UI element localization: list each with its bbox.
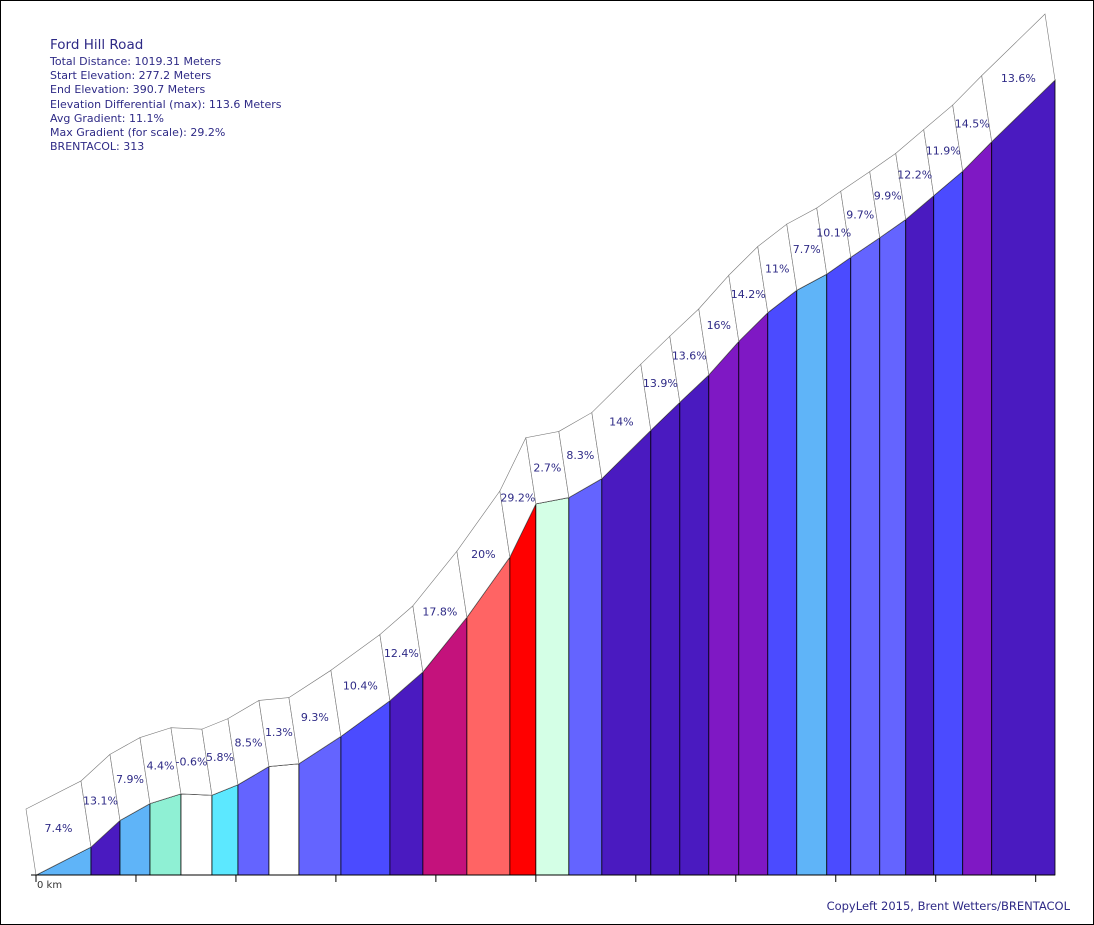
gradient-label: 14.2% [731,288,766,301]
gradient-label: 14.5% [955,117,990,130]
segment-bar [149,793,182,876]
segment-bar [679,373,710,876]
gradient-label: 13.9% [643,377,678,390]
gradient-label: 2.7% [533,462,561,475]
segment-bar [237,765,270,876]
gradient-label: 10.1% [816,227,851,240]
segment-bar [991,79,1056,876]
gradient-label: 20% [471,548,495,561]
segment-top-surface [981,13,1056,143]
total-distance: Total Distance: 1019.31 Meters [50,55,222,68]
gradient-label: 16% [707,319,731,332]
segment-bar [850,236,881,876]
gradient-label: 11% [765,262,789,275]
segment-bar [535,496,570,876]
segment-bar [767,289,798,876]
gradient-label: 13.6% [672,350,707,363]
segment-bar [650,401,681,876]
gradient-label: 9.7% [846,208,874,221]
brentacol-score: BRENTACOL: 313 [50,140,145,154]
gradient-label: 8.5% [234,737,262,750]
gradient-label: 4.4% [146,760,174,773]
segment-bar [180,793,213,876]
segment-bar [796,273,828,876]
gradient-label: 11.9% [926,144,961,157]
gradient-label: 7.7% [793,243,821,256]
segment-bar [601,429,652,876]
gradient-label: 5.8% [206,751,234,764]
segment-bar [962,140,993,876]
gradient-label: 9.9% [874,189,902,202]
info-panel: Ford Hill Road Total Distance: 1019.31 M… [50,37,281,154]
gradient-label: 8.3% [566,449,594,462]
x-axis-origin-label: 0 km [37,880,62,891]
gradient-label: 14% [609,415,633,428]
segment-bar [268,763,300,876]
copyright-credit: CopyLeft 2015, Brent Wetters/BRENTACOL [826,899,1070,913]
segment-bar [708,340,740,876]
gradient-label: 10.4% [343,679,378,692]
chart-title: Ford Hill Road [50,37,144,53]
gradient-label: 1.3% [265,726,293,739]
gradient-label: 7.4% [45,822,73,835]
avg-gradient: Avg Gradient: 11.1% [50,111,164,125]
gradient-label: 12.4% [384,647,419,660]
start-elevation: Start Elevation: 277.2 Meters [50,69,212,83]
gradient-label: 9.3% [301,711,329,724]
segment-bar [568,477,603,876]
gradient-label: 29.2% [500,491,535,504]
end-elevation: End Elevation: 390.7 Meters [50,83,206,97]
segment-bar [933,170,964,876]
elevation-differential: Elevation Differential (max): 113.6 Mete… [50,97,282,111]
gradient-label: -0.6% [175,755,207,768]
segment-bar [389,670,424,876]
segment-bar [211,784,239,876]
gradient-label: 13.1% [83,795,118,808]
max-gradient: Max Gradient (for scale): 29.2% [50,126,226,140]
gradient-label: 7.9% [116,773,144,786]
segment-bar [738,311,769,876]
segment-bar [509,503,537,876]
segment-bar [826,256,852,876]
gradient-label: 13.6% [1001,72,1036,85]
gradient-label: 17.8% [422,606,457,619]
gradient-label: 12.2% [897,168,932,181]
segment-bar [879,218,907,876]
segment-bar [905,194,935,876]
